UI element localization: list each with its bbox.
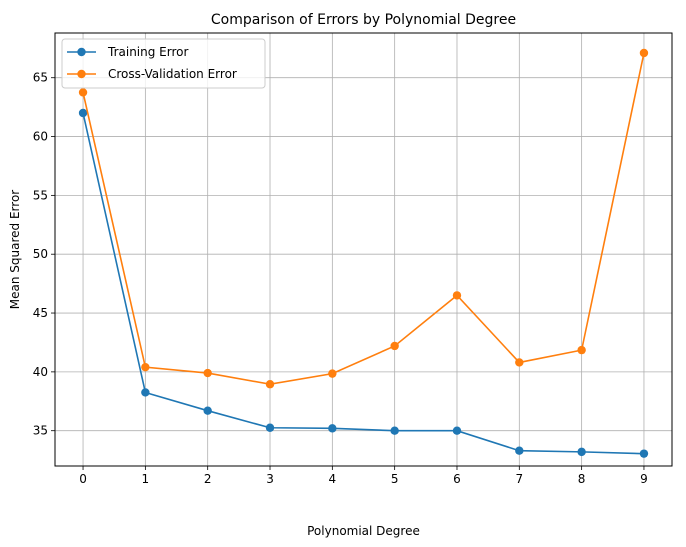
y-axis-label: Mean Squared Error [8, 190, 22, 310]
x-tick-label: 3 [266, 472, 274, 486]
data-point [515, 358, 524, 367]
data-point [577, 447, 586, 457]
y-tick-label: 50 [33, 247, 48, 261]
x-tick-label: 7 [515, 472, 523, 486]
data-point [265, 423, 275, 432]
series-training-error [78, 108, 649, 458]
data-point [203, 368, 212, 378]
data-point [141, 362, 150, 372]
data-point [78, 108, 88, 118]
x-axis-label: Polynomial Degree [307, 524, 420, 538]
y-tick-label: 55 [33, 188, 48, 202]
y-tick-label: 60 [33, 130, 48, 144]
data-point [452, 426, 462, 435]
y-tick-label: 40 [33, 365, 48, 379]
y-tick-label: 45 [33, 306, 48, 320]
legend-item: Cross-Validation Error [67, 67, 237, 81]
x-tick-label: 2 [204, 472, 212, 486]
data-point [328, 369, 337, 378]
series-line [82, 112, 644, 455]
series-line [82, 52, 645, 386]
series-cross-validation-error [78, 48, 649, 389]
y-tick-label: 35 [33, 424, 48, 438]
x-tick-label: 6 [453, 472, 461, 486]
legend-label: Training Error [107, 45, 188, 59]
data-point [265, 380, 275, 389]
legend: Training Error Cross-Validation Error [61, 38, 266, 89]
x-tick-label: 0 [79, 472, 87, 486]
legend-marker [77, 69, 86, 79]
data-point [390, 426, 399, 435]
legend-item: Training Error [67, 45, 188, 59]
y-tick-label: 65 [33, 71, 48, 85]
data-point [390, 341, 399, 351]
x-tick-label: 8 [578, 472, 586, 486]
data-point [639, 48, 649, 58]
data-point [452, 291, 462, 300]
data-point [203, 406, 212, 415]
series-layer [78, 48, 649, 458]
x-tick-label: 5 [391, 472, 399, 486]
legend-label: Cross-Validation Error [108, 67, 237, 81]
chart-title: Comparison of Errors by Polynomial Degre… [211, 12, 516, 28]
grid [55, 33, 672, 466]
data-point [639, 449, 649, 458]
data-point [78, 88, 88, 97]
x-tick-label: 1 [142, 472, 150, 486]
x-tick-label: 9 [640, 472, 648, 486]
data-point [577, 345, 586, 355]
plot-frame [54, 32, 673, 467]
legend-box [61, 38, 266, 89]
data-point [328, 424, 337, 433]
data-point [515, 446, 524, 455]
x-tick-label: 4 [329, 472, 337, 486]
legend-marker [77, 47, 86, 57]
data-point [141, 388, 150, 397]
